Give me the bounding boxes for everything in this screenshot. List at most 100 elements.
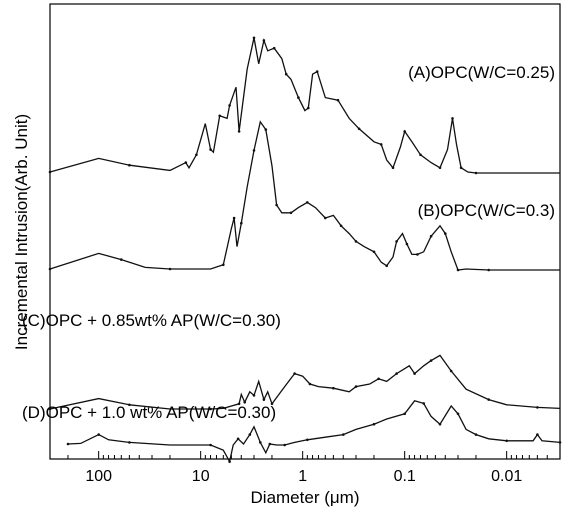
data-point [403,130,407,133]
data-point [218,114,221,118]
data-point [243,400,246,404]
data-point [324,216,327,220]
x-axis-title: Diameter (μm) [251,488,360,507]
series-line-a [49,37,560,174]
series-label-a: (A)OPC(W/C=0.25) [408,63,555,82]
data-point [395,240,398,243]
data-point [505,439,509,443]
data-point [416,253,419,256]
data-point [48,267,52,271]
data-point [558,441,562,444]
data-point [240,221,243,225]
data-point [456,412,460,416]
data-point [536,406,539,409]
data-point [262,39,266,42]
data-point [168,267,172,271]
series-line-c [49,354,561,410]
x-tick-label: 10 [192,468,210,485]
data-point [264,128,268,131]
data-point [438,166,442,170]
x-tick-label: 0.01 [491,468,522,485]
data-point [262,398,266,401]
data-point [536,433,539,436]
data-point [209,407,212,411]
data-point [395,372,398,375]
data-point [487,398,491,401]
data-point [48,170,52,174]
series-label-c: (C)OPC + 0.85wt% AP(W/C=0.30) [22,311,281,330]
data-point [48,407,52,411]
data-point [195,153,198,157]
data-point [342,433,345,436]
data-point [306,201,309,204]
data-point [306,438,309,442]
data-point [405,242,409,246]
x-axis-ticks: 100 10 1 0.1 0.01 [49,451,561,485]
x-tick-label: 100 [85,468,112,485]
x-tick-label: 1 [298,468,307,485]
data-point [252,36,256,40]
data-point [354,385,358,388]
data-point [248,433,252,436]
data-point [372,250,376,254]
data-point [385,264,389,268]
data-point [66,442,70,446]
data-point [237,130,241,133]
data-point [377,377,380,381]
data-point [422,402,426,405]
data-point [379,143,383,146]
series-label-layer: (A)OPC(W/C=0.25) (B)OPC(W/C=0.3) (C)OPC + … [22,63,555,422]
data-point [419,153,422,157]
data-point [128,163,131,167]
data-point [315,70,319,73]
data-point [237,402,241,406]
data-point [308,382,312,386]
data-point [268,442,272,446]
data-point [228,460,231,463]
data-point [252,394,256,397]
data-point [474,433,478,436]
data-point [289,211,293,215]
data-point [236,437,240,441]
data-point [487,268,491,272]
data-point [336,98,340,102]
data-point [259,441,262,444]
data-point [456,268,460,272]
data-point [252,149,256,152]
data-point [297,96,300,99]
data-point [429,234,433,238]
data-point [438,422,442,426]
data-point [184,161,188,164]
data-point [222,263,225,267]
data-point [293,372,296,375]
series-layer [48,36,562,464]
data-point [209,148,212,151]
data-point [332,386,335,390]
data-point [451,117,454,120]
data-point [120,258,123,261]
data-point [391,166,395,170]
data-point [284,72,288,76]
series-line-b [49,120,560,271]
data-point [209,443,212,447]
data-point [283,443,287,447]
data-point [449,369,453,373]
data-point [429,359,433,362]
data-point [128,403,131,407]
data-point [413,372,416,375]
data-point [459,166,463,170]
data-point [272,46,276,50]
data-point [307,106,310,110]
series-label-d: (D)OPC + 1.0 wt% AP(W/C=0.30) [22,403,276,422]
data-point [339,224,343,228]
data-point [372,422,376,426]
data-point [232,216,236,220]
data-point [270,402,274,406]
series-label-b: (B)OPC(W/C=0.3) [418,201,555,220]
data-point [444,232,447,235]
data-point [403,412,407,416]
data-point [357,127,361,131]
data-point [275,203,278,207]
data-point [128,441,131,444]
